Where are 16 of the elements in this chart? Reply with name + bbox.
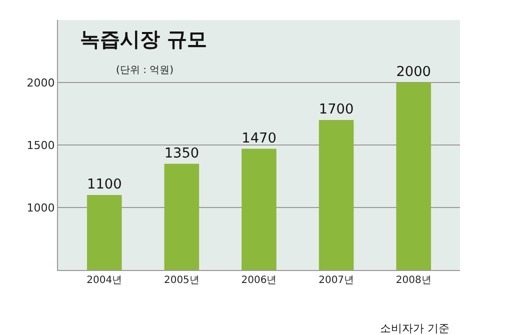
text: (단위 : 억원) bbox=[116, 65, 174, 76]
data-label: 1470 bbox=[242, 130, 276, 146]
data-label: 2000 bbox=[396, 64, 431, 80]
data-label: 1100 bbox=[87, 176, 122, 193]
data-label: 1700 bbox=[318, 102, 354, 118]
x-tick-label: 2004년 bbox=[86, 275, 122, 286]
x-tick-label: 2008년 bbox=[396, 275, 432, 286]
x-tick-label: 2005년 bbox=[164, 275, 200, 286]
y-tick-label: 2000 bbox=[26, 76, 55, 90]
x-tick-label: 2006년 bbox=[241, 275, 277, 286]
x-tick-label: 2007년 bbox=[318, 275, 354, 286]
chart-title: 녹즙시장 규모 bbox=[80, 27, 207, 51]
y-tick-label: 1500 bbox=[26, 138, 55, 152]
text: 소비자가 기준 bbox=[380, 322, 450, 335]
data-label: 1350 bbox=[164, 145, 200, 162]
y-tick-label: 1000 bbox=[26, 201, 55, 214]
